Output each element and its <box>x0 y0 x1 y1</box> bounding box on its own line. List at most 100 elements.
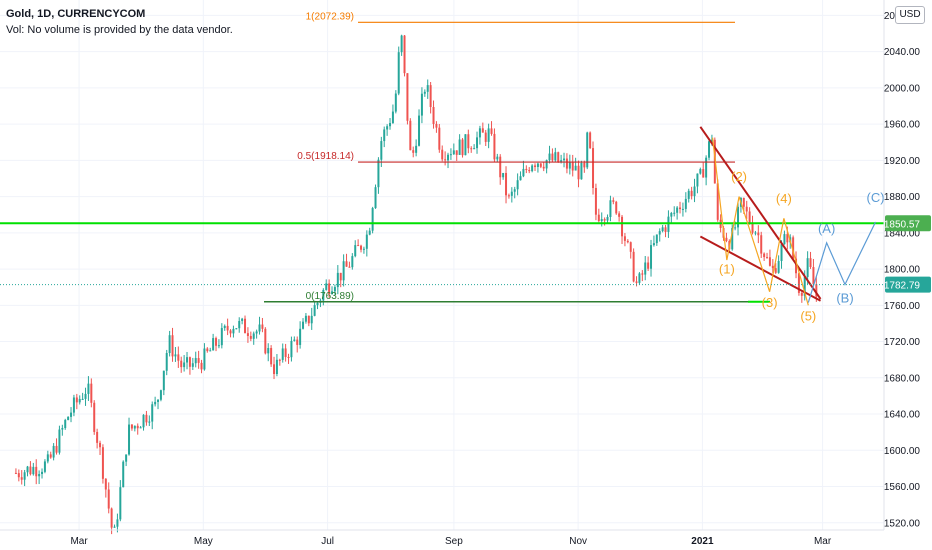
y-tick-label: 1600.00 <box>884 446 921 457</box>
candlesticks <box>14 34 818 535</box>
candle-body <box>215 338 218 346</box>
candle-body <box>641 273 644 275</box>
chart-legend: Gold, 1D, CURRENCYCOM Vol: No volume is … <box>6 6 233 38</box>
candle-body <box>325 283 328 290</box>
candle-body <box>296 339 299 345</box>
wedge-trendline[interactable] <box>699 235 822 302</box>
candle-body <box>754 232 757 234</box>
candle-body <box>188 357 191 367</box>
y-tick-label: 2000.00 <box>884 83 921 94</box>
candle-body <box>354 245 357 257</box>
currency-button[interactable]: USD <box>895 6 925 24</box>
candle-body <box>145 414 148 423</box>
candle-body <box>481 128 484 133</box>
impulse-wave-label: (5) <box>800 309 816 324</box>
candle-body <box>264 328 267 354</box>
candle-body <box>58 429 61 453</box>
candle-body <box>461 139 464 156</box>
candle-body <box>797 273 800 293</box>
candle-body <box>342 261 345 281</box>
candle-body <box>64 419 67 429</box>
candle-body <box>449 154 452 156</box>
candle-body <box>336 272 339 288</box>
impulse-wave-path[interactable] <box>711 137 809 306</box>
candle-body <box>545 160 548 169</box>
candle-body <box>774 268 777 273</box>
candle-body <box>626 240 629 243</box>
price-axis[interactable]: 1520.00 1560.00 1600.00 1640.00 1680.00 1720.… <box>883 0 932 550</box>
candle-body <box>519 176 522 181</box>
wedge-trendline[interactable] <box>699 126 822 300</box>
candle-body <box>496 156 499 160</box>
candle-body <box>679 207 682 210</box>
candle-body <box>14 472 17 474</box>
candle-body <box>322 289 325 301</box>
candle-body <box>203 348 206 370</box>
candle-body <box>447 154 450 161</box>
candle-body <box>505 172 508 196</box>
candle-body <box>568 162 571 169</box>
candle-body <box>635 281 638 283</box>
x-tick-label: Nov <box>569 536 587 547</box>
candle-body <box>426 85 429 92</box>
candle-body <box>339 272 342 281</box>
candle-body <box>615 201 618 214</box>
candle-body <box>565 158 568 169</box>
candle-body <box>72 397 75 413</box>
candle-body <box>690 190 693 197</box>
candle-body <box>249 335 252 339</box>
candle-body <box>43 461 46 472</box>
candle-body <box>206 348 209 352</box>
candle-body <box>200 362 203 370</box>
y-tick-label: 1880.00 <box>884 192 921 203</box>
candle-body <box>180 360 183 368</box>
candle-body <box>255 331 258 334</box>
drawings-layer[interactable]: 1(2072.39) 0.5(1918.14) 0(1763.89) (1) (2) (3… <box>0 11 885 324</box>
candle-body <box>513 189 516 192</box>
candle-body <box>441 149 444 160</box>
candle-body <box>708 141 711 158</box>
candle-body <box>597 214 600 222</box>
fib-label: 0.5(1918.14) <box>297 151 354 162</box>
candle-body <box>438 127 441 150</box>
candle-body <box>795 258 798 274</box>
corrective-wave-path[interactable] <box>807 221 877 303</box>
candle-body <box>606 217 609 221</box>
candle-body <box>650 245 653 269</box>
candle-body <box>742 197 745 207</box>
time-axis[interactable]: MarMayJulSepNov2021MarMay <box>0 529 932 547</box>
candle-body <box>284 348 287 357</box>
candle-body <box>171 335 174 357</box>
candle-body <box>412 150 415 153</box>
candle-body <box>287 356 290 358</box>
candle-body <box>313 305 316 316</box>
candle-body <box>212 338 215 351</box>
candle-body <box>548 153 551 161</box>
volume-note: Vol: No volume is provided by the data v… <box>6 24 233 36</box>
candle-body <box>531 165 534 172</box>
candle-body <box>710 139 713 142</box>
current-price-label-bg <box>885 276 931 293</box>
candle-body <box>423 91 426 94</box>
candle-body <box>557 152 560 162</box>
candle-body <box>104 478 107 490</box>
candle-body <box>377 159 380 188</box>
candle-body <box>525 168 528 170</box>
candle-body <box>435 123 438 128</box>
candle-body <box>673 212 676 214</box>
candle-body <box>432 107 435 124</box>
candle-body <box>748 211 751 223</box>
candle-body <box>307 315 310 324</box>
x-tick-label: 2021 <box>691 536 714 547</box>
y-tick-label: 1640.00 <box>884 410 921 421</box>
candle-body <box>35 466 38 477</box>
y-tick-label: 1760.00 <box>884 301 921 312</box>
candle-body <box>705 157 708 178</box>
candle-body <box>444 159 447 161</box>
candle-body <box>594 188 597 215</box>
candle-body <box>270 348 273 365</box>
candle-body <box>374 187 377 209</box>
candle-body <box>186 357 189 363</box>
candle-body <box>357 245 360 247</box>
